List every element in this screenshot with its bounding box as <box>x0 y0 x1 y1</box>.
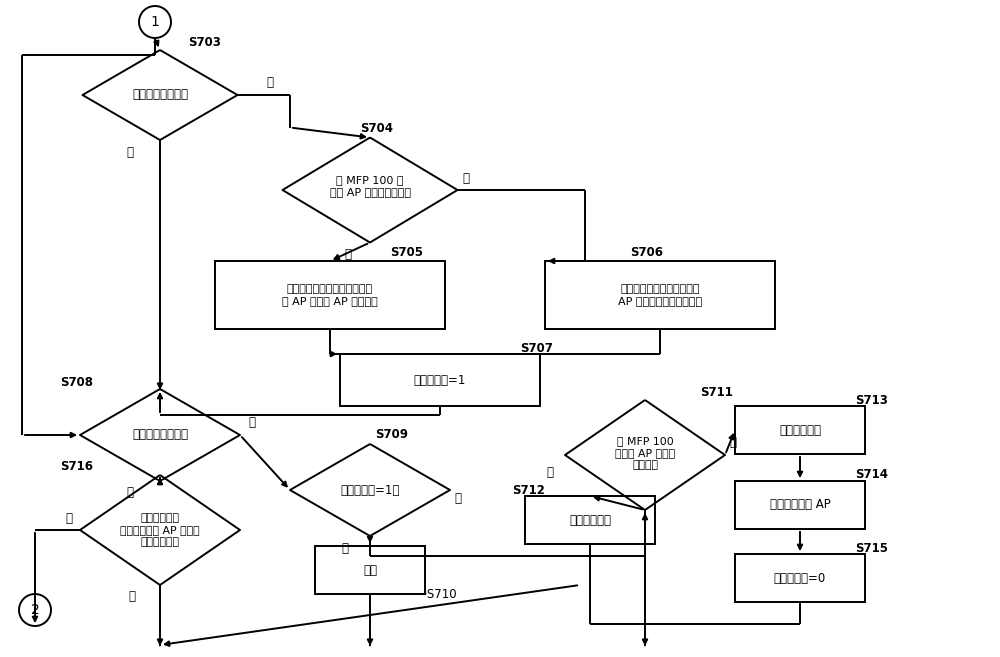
Text: 做出接受响应: 做出接受响应 <box>779 424 821 436</box>
Text: S712: S712 <box>512 484 545 497</box>
Text: 否: 否 <box>342 541 349 555</box>
Text: S709: S709 <box>375 428 408 442</box>
Bar <box>340 354 540 406</box>
Text: 存在执行会受
切换到另一个 AP 影响的
处理的改变？: 存在执行会受 切换到另一个 AP 影响的 处理的改变？ <box>120 513 200 547</box>
Text: 否: 否 <box>128 591 136 604</box>
Bar <box>735 481 865 529</box>
Bar <box>735 554 865 602</box>
Text: 1: 1 <box>151 15 159 29</box>
Text: S715: S715 <box>855 541 888 555</box>
Text: 伪响应标志=1？: 伪响应标志=1？ <box>340 484 400 497</box>
Text: 是: 是 <box>266 76 274 89</box>
Text: S705: S705 <box>390 246 423 258</box>
Text: 否: 否 <box>462 171 469 185</box>
Text: S703: S703 <box>188 37 221 49</box>
Bar <box>545 261 775 329</box>
Bar <box>525 496 655 544</box>
Text: 2: 2 <box>31 603 39 617</box>
Text: 是: 是 <box>344 248 352 261</box>
Text: 在 MFP 100
中禁用 AP 切换的
理由强？: 在 MFP 100 中禁用 AP 切换的 理由强？ <box>615 436 675 470</box>
Bar <box>735 406 865 454</box>
Text: S714: S714 <box>855 468 888 482</box>
Text: 忽略: 忽略 <box>363 564 377 576</box>
Text: S708: S708 <box>60 376 93 390</box>
Text: S716: S716 <box>60 461 93 474</box>
Text: 接收到测量请求？: 接收到测量请求？ <box>132 89 188 101</box>
Text: S704: S704 <box>360 122 393 135</box>
Text: S706: S706 <box>630 246 663 258</box>
Text: 是: 是 <box>546 466 553 480</box>
Text: 发送指示没有看见除当前连接
的 AP 以外的 AP 作为响应: 发送指示没有看见除当前连接 的 AP 以外的 AP 作为响应 <box>282 284 378 306</box>
Text: 是: 是 <box>65 512 72 524</box>
Text: 否: 否 <box>126 486 134 499</box>
Bar <box>215 261 445 329</box>
Text: 接收到改变请求？: 接收到改变请求？ <box>132 428 188 442</box>
Text: S711: S711 <box>700 386 733 399</box>
Text: S707: S707 <box>520 342 553 355</box>
Text: 在 MFP 100 中
禁用 AP 切换的理由强？: 在 MFP 100 中 禁用 AP 切换的理由强？ <box>330 175 411 197</box>
Text: S713: S713 <box>855 394 888 407</box>
Text: ~S710: ~S710 <box>418 589 458 602</box>
Text: 做出拒绝响应: 做出拒绝响应 <box>569 514 611 526</box>
Text: 伪响应标志=0: 伪响应标志=0 <box>774 572 826 585</box>
Text: 伪响应标志=1: 伪响应标志=1 <box>414 373 466 386</box>
Text: 是: 是 <box>248 417 256 430</box>
Text: 否: 否 <box>126 145 134 158</box>
Text: 切换到推荐的 AP: 切换到推荐的 AP <box>770 499 830 512</box>
Bar <box>315 546 425 594</box>
Text: 是: 是 <box>454 491 462 505</box>
Text: 否: 否 <box>730 436 736 449</box>
Text: 发送信号质量比当前连接的
AP 的信号质量差作为响应: 发送信号质量比当前连接的 AP 的信号质量差作为响应 <box>618 284 702 306</box>
